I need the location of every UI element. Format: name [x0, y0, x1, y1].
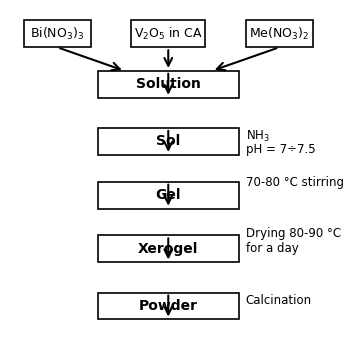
Text: pH = 7÷7.5: pH = 7÷7.5 — [246, 143, 315, 156]
Text: Bi(NO$_3$)$_3$: Bi(NO$_3$)$_3$ — [30, 26, 84, 42]
Text: Gel: Gel — [155, 188, 181, 202]
FancyBboxPatch shape — [98, 182, 239, 209]
FancyBboxPatch shape — [98, 128, 239, 155]
FancyBboxPatch shape — [131, 20, 205, 47]
Text: Xerogel: Xerogel — [138, 242, 198, 256]
Text: NH$_3$: NH$_3$ — [246, 129, 270, 144]
Text: Powder: Powder — [139, 299, 198, 313]
Text: 70-80 °C stirring: 70-80 °C stirring — [246, 176, 344, 189]
Text: Drying 80-90 °C
for a day: Drying 80-90 °C for a day — [246, 226, 341, 254]
FancyBboxPatch shape — [246, 20, 313, 47]
Text: Solution: Solution — [136, 77, 201, 91]
FancyBboxPatch shape — [98, 293, 239, 320]
Text: V$_2$O$_5$ in CA: V$_2$O$_5$ in CA — [134, 26, 203, 42]
FancyBboxPatch shape — [98, 236, 239, 262]
Text: Sol: Sol — [156, 134, 180, 148]
FancyBboxPatch shape — [24, 20, 91, 47]
Text: Me(NO$_3$)$_2$: Me(NO$_3$)$_2$ — [249, 26, 309, 42]
Text: Calcination: Calcination — [246, 294, 312, 308]
FancyBboxPatch shape — [98, 71, 239, 98]
